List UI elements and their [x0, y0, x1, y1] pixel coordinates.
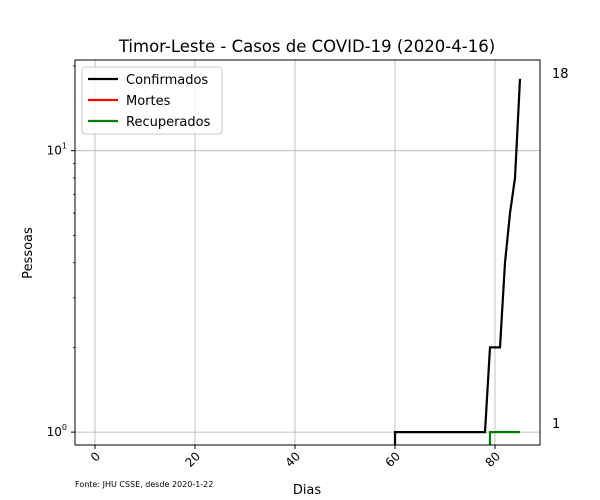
series-line-recuperados: [488, 431, 520, 445]
right-label-min: 1: [552, 417, 560, 432]
legend-box: [81, 66, 223, 135]
x-axis-label: Dias: [293, 483, 322, 498]
legend: Confirmados Mortes Recuperados: [81, 66, 223, 135]
plot-area-frame: [74, 59, 541, 446]
source-note: Fonte: JHU CSSE, desde 2020-1-22: [75, 480, 213, 489]
y-axis-label: Pessoas: [21, 227, 36, 279]
series-lines: [393, 78, 522, 445]
x-tick-label: 20: [182, 449, 203, 470]
y-tick-label: 100: [47, 423, 67, 439]
x-tick-label: 60: [382, 449, 403, 470]
legend-label-recuperados: Recuperados: [126, 115, 211, 130]
series-line-confirmados: [393, 78, 522, 445]
right-label-max: 18: [552, 67, 569, 82]
x-tick-label: 0: [88, 449, 103, 464]
y-tick-label: 101: [47, 142, 67, 158]
legend-label-confirmados: Confirmados: [126, 73, 208, 88]
x-tick-label: 80: [482, 449, 503, 470]
chart-title: Timor-Leste - Casos de COVID-19 (2020-4-…: [118, 37, 495, 56]
legend-label-mortes: Mortes: [126, 94, 171, 109]
x-tick-label: 40: [282, 449, 303, 470]
